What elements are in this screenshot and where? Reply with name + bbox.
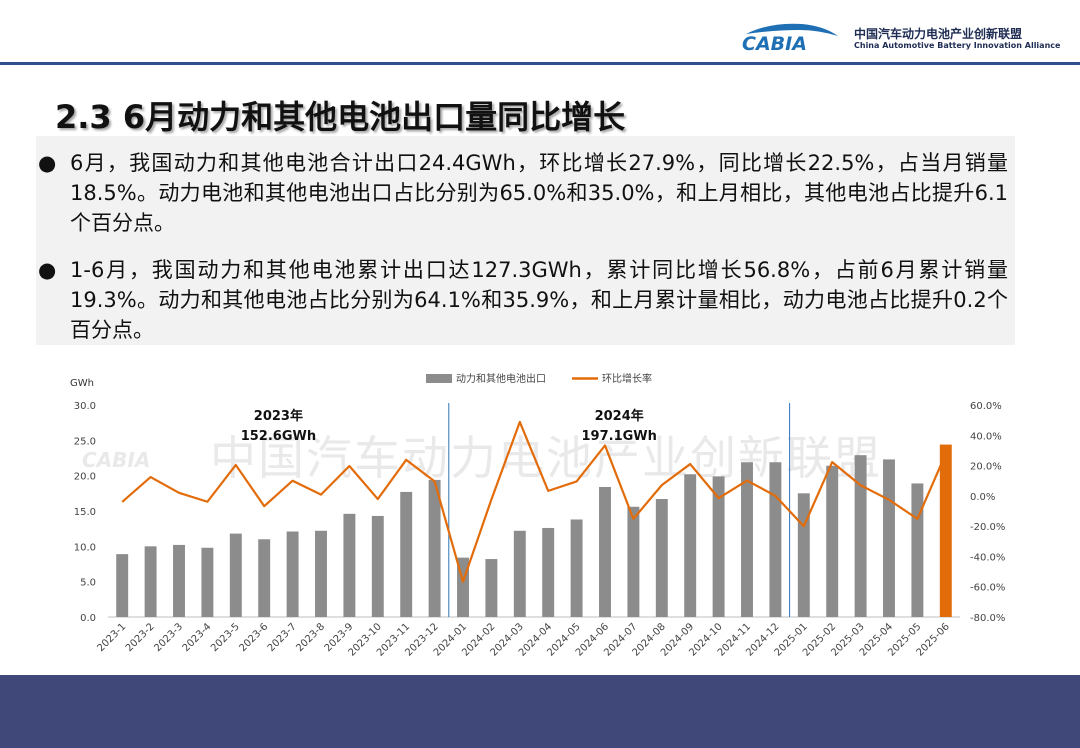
slide-title: 2.3 6月动力和其他电池出口量同比增长 bbox=[55, 98, 626, 136]
y2-tick-label: -20.0% bbox=[970, 522, 1005, 533]
y-tick-label: 0.0 bbox=[80, 613, 96, 624]
x-tick-label: 2023-8 bbox=[294, 621, 327, 654]
bar bbox=[911, 483, 924, 617]
bar bbox=[627, 506, 640, 617]
bullet-text-2: 1-6月，我国动力和其他电池累计出口达127.3GWh，累计同比增长56.8%，… bbox=[70, 258, 1008, 342]
bar bbox=[513, 530, 526, 617]
bar bbox=[570, 519, 583, 617]
cabia-logo: CABIA 中国汽车动力电池产业创新联盟 China Automotive Ba… bbox=[740, 18, 1070, 54]
bar bbox=[201, 547, 214, 617]
y2-tick-label: -60.0% bbox=[970, 583, 1005, 594]
bar bbox=[371, 515, 384, 617]
bar bbox=[286, 531, 299, 617]
bar bbox=[400, 491, 413, 617]
bullet-text-1: 6月，我国动力和其他电池合计出口24.4GWh，环比增长27.9%，同比增长22… bbox=[70, 151, 1008, 235]
bullet-point-2: ● 1-6月，我国动力和其他电池累计出口达127.3GWh，累计同比增长56.8… bbox=[38, 255, 1008, 345]
y2-tick-label: 40.0% bbox=[970, 431, 1002, 442]
legend-bar-label: 动力和其他电池出口 bbox=[456, 372, 546, 385]
annotation-year: 2023年 bbox=[254, 408, 303, 424]
y2-tick-label: -80.0% bbox=[970, 613, 1005, 624]
bar bbox=[655, 498, 668, 617]
bullet-point-1: ● 6月，我国动力和其他电池合计出口24.4GWh，环比增长27.9%，同比增长… bbox=[38, 148, 1008, 238]
annotation-total: 197.1GWh bbox=[582, 429, 657, 444]
footer-band bbox=[0, 675, 1080, 748]
y2-tick-label: 0.0% bbox=[970, 492, 995, 503]
bar bbox=[542, 527, 555, 617]
y2-tick-label: -40.0% bbox=[970, 552, 1005, 563]
org-name-en: China Automotive Battery Innovation Alli… bbox=[854, 41, 1061, 50]
header-divider bbox=[0, 62, 1080, 65]
bar bbox=[854, 455, 867, 617]
y-tick-label: 25.0 bbox=[74, 436, 96, 447]
svg-text:CABIA: CABIA bbox=[742, 33, 807, 52]
bar bbox=[258, 539, 271, 617]
watermark-text: 中国汽车动力电池产业创新联盟 bbox=[210, 431, 882, 485]
y2-tick-label: 20.0% bbox=[970, 462, 1002, 473]
bar bbox=[826, 465, 839, 617]
x-tick-label: 2023-5 bbox=[209, 621, 242, 654]
annotation-total: 152.6GWh bbox=[241, 429, 316, 444]
bar bbox=[712, 476, 725, 617]
summary-box bbox=[36, 136, 1015, 345]
bar bbox=[939, 444, 952, 617]
bar bbox=[315, 530, 327, 617]
y-tick-label: 15.0 bbox=[74, 507, 96, 518]
y-tick-label: 10.0 bbox=[74, 542, 96, 553]
x-tick-label: 2023-3 bbox=[152, 621, 185, 654]
bar bbox=[229, 533, 242, 617]
bullet-dot-icon: ● bbox=[38, 258, 57, 282]
legend-line-label: 环比增长率 bbox=[602, 372, 652, 385]
bar bbox=[797, 493, 810, 617]
bar bbox=[343, 513, 356, 617]
bar bbox=[599, 486, 611, 617]
annotation-year: 2024年 bbox=[595, 408, 644, 424]
y-tick-label: 30.0 bbox=[74, 401, 96, 412]
bullet-dot-icon: ● bbox=[38, 151, 57, 175]
bar bbox=[684, 474, 697, 617]
bar bbox=[116, 554, 129, 617]
bar bbox=[485, 559, 498, 617]
bar bbox=[457, 557, 469, 617]
bar bbox=[173, 544, 185, 617]
y-tick-label: 5.0 bbox=[80, 578, 96, 589]
y2-tick-label: 60.0% bbox=[970, 401, 1002, 412]
x-tick-label: 2023-6 bbox=[237, 621, 270, 654]
growth-rate-line bbox=[121, 420, 947, 583]
legend-bar-swatch bbox=[426, 374, 452, 383]
bar bbox=[428, 479, 441, 617]
cabia-logo-icon: CABIA bbox=[742, 23, 838, 52]
export-chart: GWh 0.0 5.0 10.0 15.0 20.0 25.0 30.0 -80.0% -60.0… bbox=[70, 372, 1005, 659]
bar bbox=[883, 459, 895, 617]
org-name-cn: 中国汽车动力电池产业创新联盟 bbox=[854, 27, 1023, 41]
bar bbox=[144, 546, 157, 617]
x-tick-label: 2023-4 bbox=[181, 621, 214, 654]
watermark-logo: CABIA bbox=[82, 448, 151, 472]
bar bbox=[741, 462, 753, 617]
bar bbox=[769, 462, 782, 617]
x-tick-label: 2023-1 bbox=[95, 621, 128, 654]
x-tick-label: 2023-7 bbox=[266, 621, 299, 654]
y-tick-label: 20.0 bbox=[74, 472, 96, 483]
y-axis-unit: GWh bbox=[70, 378, 94, 389]
x-tick-label: 2023-2 bbox=[124, 621, 157, 654]
